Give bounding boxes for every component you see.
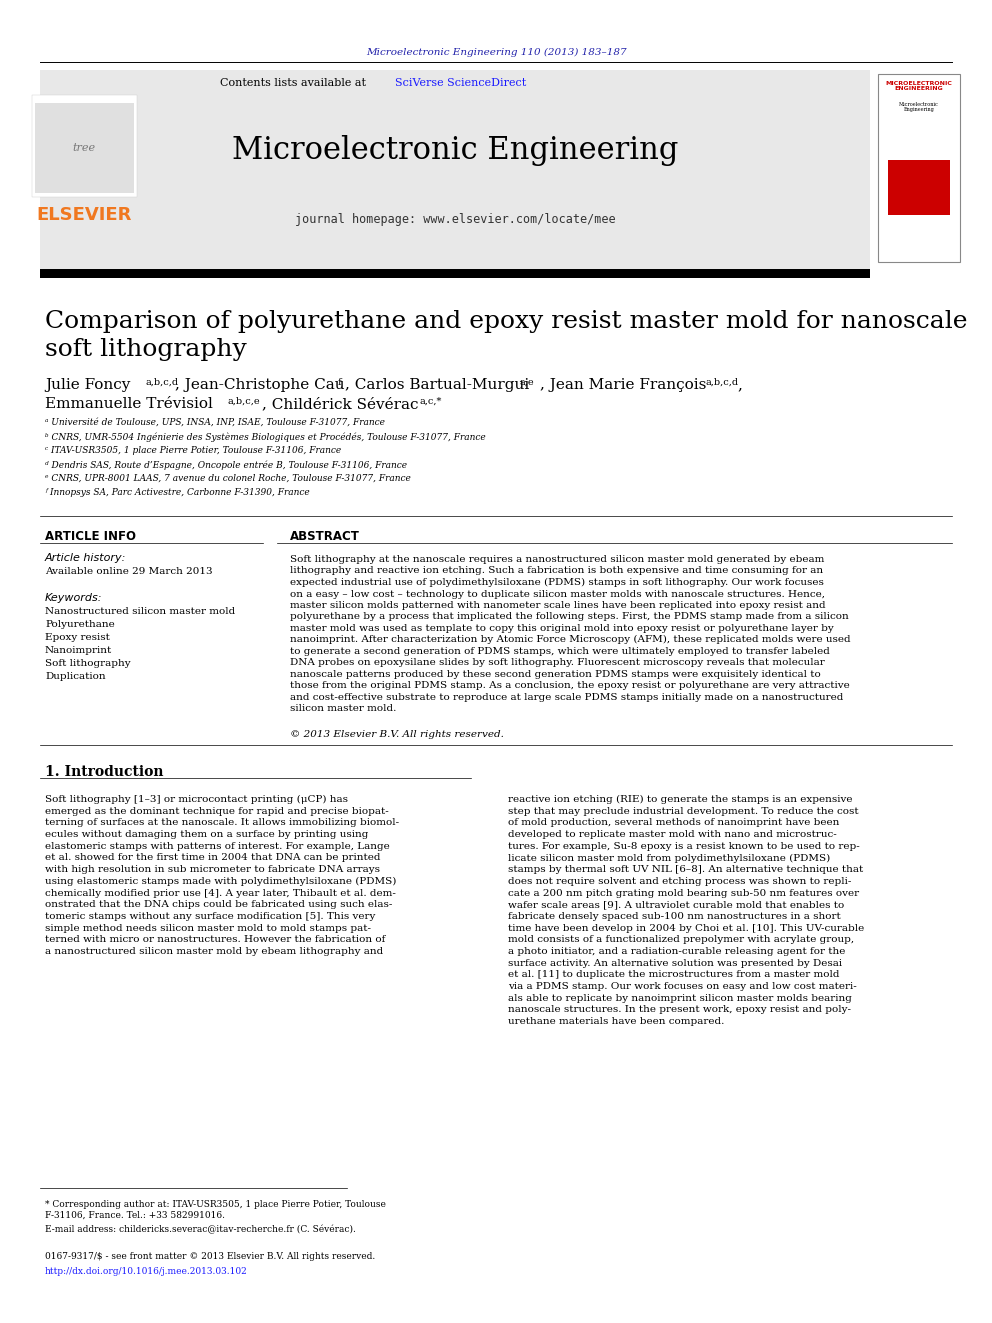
Text: ᵈ Dendris SAS, Route d’Espagne, Oncopole entrée B, Toulouse F-31106, France: ᵈ Dendris SAS, Route d’Espagne, Oncopole… <box>45 460 407 470</box>
Text: ᵉ CNRS, UPR-8001 LAAS, 7 avenue du colonel Roche, Toulouse F-31077, France: ᵉ CNRS, UPR-8001 LAAS, 7 avenue du colon… <box>45 474 411 483</box>
Text: a,b,c,e: a,b,c,e <box>228 397 261 406</box>
Text: Contents lists available at: Contents lists available at <box>220 78 369 89</box>
Text: ᶜ ITAV-USR3505, 1 place Pierre Potier, Toulouse F-31106, France: ᶜ ITAV-USR3505, 1 place Pierre Potier, T… <box>45 446 341 455</box>
Text: E-mail address: childericks.severac@itav-recherche.fr (C. Sévérac).: E-mail address: childericks.severac@itav… <box>45 1225 356 1234</box>
Text: Soft lithography [1–3] or microcontact printing (μCP) has
emerged as the dominan: Soft lithography [1–3] or microcontact p… <box>45 795 399 957</box>
Text: Nanoimprint: Nanoimprint <box>45 646 112 655</box>
FancyBboxPatch shape <box>878 74 960 262</box>
FancyBboxPatch shape <box>40 269 870 278</box>
FancyBboxPatch shape <box>35 103 134 193</box>
Text: Microelectronic
Engineering: Microelectronic Engineering <box>899 102 938 112</box>
Text: , Jean-Christophe Cau: , Jean-Christophe Cau <box>175 378 344 392</box>
Text: Article history:: Article history: <box>45 553 126 564</box>
Text: ,: , <box>737 378 742 392</box>
Text: a,e: a,e <box>520 378 535 388</box>
Text: , Childérick Sévérac: , Childérick Sévérac <box>262 397 419 411</box>
Text: Microelectronic Engineering: Microelectronic Engineering <box>232 135 679 165</box>
Text: Duplication: Duplication <box>45 672 105 681</box>
Text: Nanostructured silicon master mold: Nanostructured silicon master mold <box>45 607 235 617</box>
Text: Julie Foncy: Julie Foncy <box>45 378 130 392</box>
Text: journal homepage: www.elsevier.com/locate/mee: journal homepage: www.elsevier.com/locat… <box>295 213 615 226</box>
Text: , Carlos Bartual-Murgui: , Carlos Bartual-Murgui <box>345 378 530 392</box>
Text: Emmanuelle Trévisiol: Emmanuelle Trévisiol <box>45 397 213 411</box>
Text: Available online 29 March 2013: Available online 29 March 2013 <box>45 568 212 576</box>
Text: a,b,c,d: a,b,c,d <box>145 378 179 388</box>
Text: ᵇ CNRS, UMR-5504 Ingénierie des Systèmes Biologiques et Procédés, Toulouse F-310: ᵇ CNRS, UMR-5504 Ingénierie des Systèmes… <box>45 433 486 442</box>
Text: a,c,*: a,c,* <box>420 397 442 406</box>
Text: ARTICLE INFO: ARTICLE INFO <box>45 531 136 542</box>
Text: , Jean Marie François: , Jean Marie François <box>540 378 706 392</box>
FancyBboxPatch shape <box>40 70 870 270</box>
Text: f: f <box>338 378 341 388</box>
FancyBboxPatch shape <box>32 95 137 197</box>
Text: Polyurethane: Polyurethane <box>45 620 115 628</box>
Text: © 2013 Elsevier B.V. All rights reserved.: © 2013 Elsevier B.V. All rights reserved… <box>290 730 504 740</box>
Text: ELSEVIER: ELSEVIER <box>37 206 132 224</box>
Text: Keywords:: Keywords: <box>45 593 102 603</box>
Text: Soft lithography: Soft lithography <box>45 659 131 668</box>
Text: Microelectronic Engineering 110 (2013) 183–187: Microelectronic Engineering 110 (2013) 1… <box>366 48 626 57</box>
Text: Soft lithography at the nanoscale requires a nanostructured silicon master mold : Soft lithography at the nanoscale requir… <box>290 556 850 713</box>
Text: http://dx.doi.org/10.1016/j.mee.2013.03.102: http://dx.doi.org/10.1016/j.mee.2013.03.… <box>45 1267 248 1275</box>
Text: 1. Introduction: 1. Introduction <box>45 765 164 779</box>
Text: ABSTRACT: ABSTRACT <box>290 531 360 542</box>
Text: MICROELECTRONIC
ENGINEERING: MICROELECTRONIC ENGINEERING <box>886 81 952 91</box>
Text: Epoxy resist: Epoxy resist <box>45 632 110 642</box>
Text: * Corresponding author at: ITAV-USR3505, 1 place Pierre Potier, Toulouse
F-31106: * Corresponding author at: ITAV-USR3505,… <box>45 1200 386 1220</box>
Text: 0167-9317/$ - see front matter © 2013 Elsevier B.V. All rights reserved.: 0167-9317/$ - see front matter © 2013 El… <box>45 1252 375 1261</box>
Text: tree: tree <box>72 143 95 153</box>
Text: a,b,c,d: a,b,c,d <box>705 378 738 388</box>
Text: reactive ion etching (RIE) to generate the stamps is an expensive
step that may : reactive ion etching (RIE) to generate t… <box>508 795 864 1025</box>
Text: SciVerse ScienceDirect: SciVerse ScienceDirect <box>395 78 526 89</box>
Text: Comparison of polyurethane and epoxy resist master mold for nanoscale
soft litho: Comparison of polyurethane and epoxy res… <box>45 310 967 361</box>
FancyBboxPatch shape <box>888 160 950 216</box>
Text: ᶠ Innopsys SA, Parc Activestre, Carbonne F-31390, France: ᶠ Innopsys SA, Parc Activestre, Carbonne… <box>45 488 310 497</box>
Text: ᵃ Université de Toulouse, UPS, INSA, INP, ISAE, Toulouse F-31077, France: ᵃ Université de Toulouse, UPS, INSA, INP… <box>45 418 385 427</box>
